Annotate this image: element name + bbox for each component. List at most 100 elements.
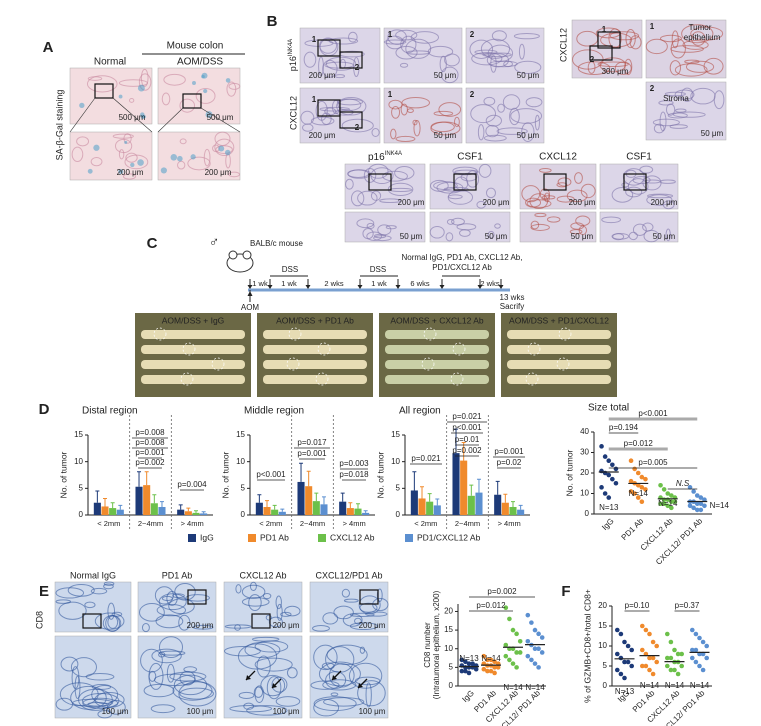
colon-specimen bbox=[263, 360, 367, 369]
stain-dot bbox=[118, 169, 124, 175]
label: DSS bbox=[370, 265, 386, 274]
colon-specimen bbox=[507, 345, 611, 354]
specimen-photo bbox=[501, 313, 617, 397]
tissue-texture bbox=[140, 68, 149, 87]
data-point bbox=[665, 631, 670, 637]
tissue-texture bbox=[413, 119, 421, 137]
tissue-texture bbox=[574, 172, 583, 184]
bar bbox=[192, 512, 200, 515]
tissue-texture bbox=[67, 584, 95, 597]
tissue-texture bbox=[632, 223, 647, 236]
data-point bbox=[650, 655, 656, 661]
tissue-texture bbox=[350, 190, 365, 207]
stain-dot bbox=[177, 155, 183, 162]
tissue-texture bbox=[349, 612, 375, 617]
tissue-texture bbox=[609, 31, 640, 41]
tissue-texture bbox=[112, 133, 134, 139]
y-tick-label: 15 bbox=[391, 430, 400, 439]
tissue-texture bbox=[483, 134, 507, 142]
label: DSS bbox=[282, 265, 298, 274]
data-point bbox=[665, 491, 671, 496]
tissue-texture bbox=[368, 163, 389, 179]
tissue-texture bbox=[313, 644, 338, 671]
error-bar bbox=[178, 504, 183, 510]
label: Normal IgG bbox=[70, 570, 116, 580]
stain-dot bbox=[190, 154, 196, 160]
tissue-texture bbox=[485, 114, 502, 127]
data-point bbox=[629, 647, 634, 653]
panel-label: B bbox=[267, 13, 278, 30]
tissue-texture bbox=[84, 601, 96, 609]
tissue-texture bbox=[153, 673, 196, 687]
bar bbox=[362, 512, 370, 515]
stain-dot bbox=[170, 154, 178, 161]
n-label: N=14 bbox=[503, 683, 523, 692]
n-label: N=13 bbox=[459, 654, 479, 663]
data-point bbox=[463, 668, 468, 674]
tissue-texture bbox=[166, 663, 175, 683]
arrow-head bbox=[332, 675, 337, 680]
tissue-texture bbox=[525, 97, 543, 108]
p-value: p=0.002 bbox=[452, 446, 482, 455]
tissue-texture bbox=[371, 127, 380, 137]
label: 100 μm bbox=[359, 707, 386, 716]
label: 1 bbox=[602, 25, 607, 34]
tissue-texture bbox=[286, 667, 298, 679]
tissue-texture bbox=[179, 687, 214, 700]
label: AOM/DSS + PD1 Ab bbox=[276, 315, 354, 325]
tissue-texture bbox=[390, 128, 397, 140]
bar bbox=[460, 460, 468, 515]
tissue-texture bbox=[229, 705, 273, 713]
tissue-texture bbox=[268, 616, 283, 628]
error-bar bbox=[103, 497, 108, 507]
tissue-texture bbox=[139, 603, 165, 622]
tissue-texture bbox=[322, 612, 339, 625]
inset-box bbox=[359, 589, 379, 605]
tumor-outline bbox=[211, 357, 225, 371]
tissue-texture bbox=[469, 39, 494, 59]
data-point bbox=[647, 631, 652, 637]
tissue-texture bbox=[439, 55, 447, 73]
tissue-texture bbox=[674, 89, 695, 100]
legend-label: PD1/CXCL12 Ab bbox=[417, 532, 481, 542]
tissue-texture bbox=[471, 52, 503, 66]
y-tick-label: 10 bbox=[598, 641, 607, 650]
label: Tumor bbox=[689, 23, 712, 32]
stain-dot bbox=[160, 167, 167, 174]
tissue-texture bbox=[379, 198, 401, 204]
bar bbox=[418, 498, 426, 515]
tumor-outline bbox=[423, 327, 437, 341]
tissue-texture bbox=[55, 697, 74, 711]
y-tick-label: 20 bbox=[444, 607, 453, 616]
error-bar bbox=[321, 496, 326, 505]
colon-specimen bbox=[385, 330, 489, 339]
inset-box bbox=[453, 173, 477, 191]
tissue-texture bbox=[490, 55, 497, 73]
tissue-texture bbox=[318, 56, 324, 77]
data-point bbox=[658, 483, 663, 488]
tissue-texture bbox=[265, 614, 272, 621]
tumor-outline bbox=[525, 372, 539, 386]
tissue-texture bbox=[150, 704, 176, 714]
data-point bbox=[503, 653, 509, 659]
label: 200 μm bbox=[187, 621, 214, 630]
data-point bbox=[536, 665, 541, 670]
data-point bbox=[704, 643, 709, 649]
inset-box bbox=[623, 173, 647, 191]
data-point bbox=[643, 627, 649, 633]
data-point bbox=[704, 655, 709, 661]
tissue-texture bbox=[244, 641, 281, 659]
data-point bbox=[529, 657, 534, 663]
x-tick-label: > 4mm bbox=[181, 519, 204, 528]
tissue-texture bbox=[353, 56, 360, 77]
tissue-texture bbox=[76, 136, 90, 147]
tissue-texture bbox=[275, 696, 301, 707]
p-value: p=0.02 bbox=[497, 458, 522, 467]
data-point bbox=[606, 472, 612, 478]
tissue-texture bbox=[284, 605, 301, 617]
tissue-texture bbox=[544, 192, 550, 203]
data-point bbox=[694, 493, 700, 498]
data-point bbox=[697, 663, 702, 669]
tissue-texture bbox=[262, 592, 272, 600]
error-bar bbox=[363, 510, 368, 513]
